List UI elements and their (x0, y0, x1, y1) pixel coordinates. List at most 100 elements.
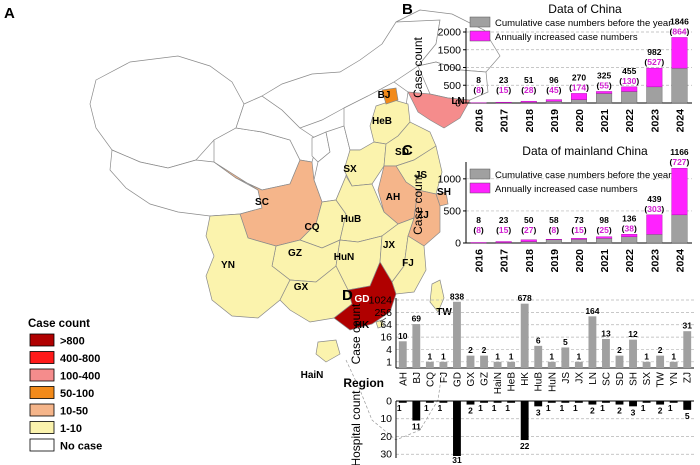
data-label-hospital-count: 1 (668, 403, 673, 413)
bar-case-count (507, 361, 516, 368)
data-label-increase: (15) (496, 85, 511, 95)
bar-case-count (493, 361, 502, 368)
bar-case-count (588, 316, 597, 368)
bar-cumulative (596, 93, 613, 104)
x-tick-label: SH (629, 372, 640, 386)
bar-cumulative (571, 99, 587, 104)
data-label-total: 455 (622, 66, 636, 76)
map-label-JS: JS (415, 170, 428, 181)
data-label-case-count: 1 (495, 351, 500, 361)
x-tick-label: 2020 (574, 249, 586, 273)
map-label-HaiN: HaiN (301, 370, 324, 381)
chart-panel-b: Data of China 0 500 1000 1500 2000 Case count 8… (411, 2, 692, 132)
map-label-GD: GD (355, 294, 370, 305)
bar-increase (495, 101, 512, 103)
data-label-case-count: 838 (450, 291, 464, 301)
data-label-increase: (45) (546, 85, 561, 95)
y-tick-label: 1000 (438, 62, 462, 74)
data-label-case-count: 69 (412, 314, 422, 324)
map-legend-swatch (29, 351, 55, 364)
bar-increase (621, 234, 638, 237)
map-label-ZJ: ZJ (417, 210, 429, 221)
bar-increase (571, 238, 587, 240)
data-label-case-count: 31 (682, 321, 692, 331)
data-label-case-count: 2 (468, 345, 473, 355)
data-label-increase-value: 727 (672, 157, 686, 167)
map-legend-label: 100-400 (60, 371, 100, 383)
data-label-case-count: 1 (427, 351, 432, 361)
data-label-increase-value: 28 (524, 85, 534, 95)
bar-case-count (669, 361, 678, 368)
bar-hospital-count (520, 401, 529, 441)
data-label-case-count: 2 (617, 345, 622, 355)
bar-increase (596, 91, 613, 94)
data-label-hospital-count: 22 (520, 441, 530, 451)
map-region-BJ (381, 87, 399, 105)
bar-cumulative (671, 214, 688, 244)
bar-case-count (656, 355, 665, 368)
data-label-increase: (55) (597, 80, 612, 90)
bar-increase (646, 214, 663, 235)
data-label-increase: (8) (473, 85, 484, 95)
map-region-LN (407, 91, 471, 129)
data-label-hospital-count: 3 (536, 407, 541, 417)
bar-increase (520, 239, 537, 242)
map-label-BJ: BJ (378, 90, 391, 101)
bar-case-count (520, 303, 529, 368)
bar-cumulative (621, 236, 638, 244)
data-label-increase-value: 303 (647, 204, 661, 214)
map-label-HuN: HuN (334, 252, 355, 263)
data-label-total: 50 (524, 215, 534, 225)
data-label-total: 58 (549, 215, 559, 225)
data-label-case-count: 13 (601, 328, 611, 338)
bar-increase (470, 242, 487, 244)
x-tick-label: 2024 (674, 249, 686, 273)
map-tw-hk-connector (379, 317, 387, 323)
data-label-case-count: 678 (518, 293, 532, 303)
x-tick-label: 2023 (649, 249, 661, 273)
map-legend-title: Case count (28, 318, 90, 330)
x-tick-label: TW (656, 371, 667, 387)
bar-case-count (642, 361, 651, 368)
map-legend-swatch (29, 386, 55, 399)
x-tick-label: 2022 (624, 109, 636, 133)
bar-cumulative (646, 86, 663, 104)
data-label-total: 136 (622, 213, 636, 223)
map-label-GX: GX (294, 282, 309, 293)
y-tick-label: 0 (386, 396, 392, 408)
x-tick-label: HeB (507, 372, 518, 392)
x-tick-label: HuN (547, 372, 558, 392)
data-label-case-count: 1 (509, 351, 514, 361)
data-label-case-count: 1 (671, 351, 676, 361)
bar-increase (621, 86, 638, 92)
data-label-total: 51 (524, 75, 534, 85)
x-tick-label: HaiN (493, 372, 504, 394)
bar-hospital-count (493, 401, 502, 403)
map-label-HeB: HeB (372, 116, 392, 127)
data-label-increase: (303) (644, 204, 664, 214)
y-tick-label: 500 (443, 205, 461, 217)
data-label-increase: (727) (670, 157, 690, 167)
bar-increase (671, 167, 688, 216)
bar-cumulative (646, 234, 663, 244)
x-tick-label: 2018 (524, 249, 536, 273)
bar-cumulative (520, 241, 537, 244)
data-label-hospital-count: 11 (412, 422, 421, 432)
bar-hospital-count (588, 401, 597, 405)
data-label-increase-value: 174 (572, 82, 586, 92)
y-tick-label: 10 (380, 413, 392, 425)
data-label-total: 325 (597, 70, 611, 80)
bar-hospital-count (534, 401, 543, 407)
data-label-increase: (527) (644, 57, 664, 67)
bar-increase (520, 100, 537, 103)
map-label-AH: AH (386, 192, 400, 203)
x-tick-label: 2021 (599, 109, 611, 133)
y-tick-label: 1 (386, 356, 392, 368)
bar-hospital-count (656, 401, 665, 405)
y-tick-label: 256 (374, 307, 392, 319)
x-tick-label: FJ (439, 372, 450, 383)
x-tick-label: AH (398, 372, 409, 386)
map-legend: Case count >800 400-800 100-400 50-100 10-50… (28, 318, 102, 453)
data-label-hospital-count: 1 (478, 403, 483, 413)
bar-cumulative (571, 239, 587, 244)
